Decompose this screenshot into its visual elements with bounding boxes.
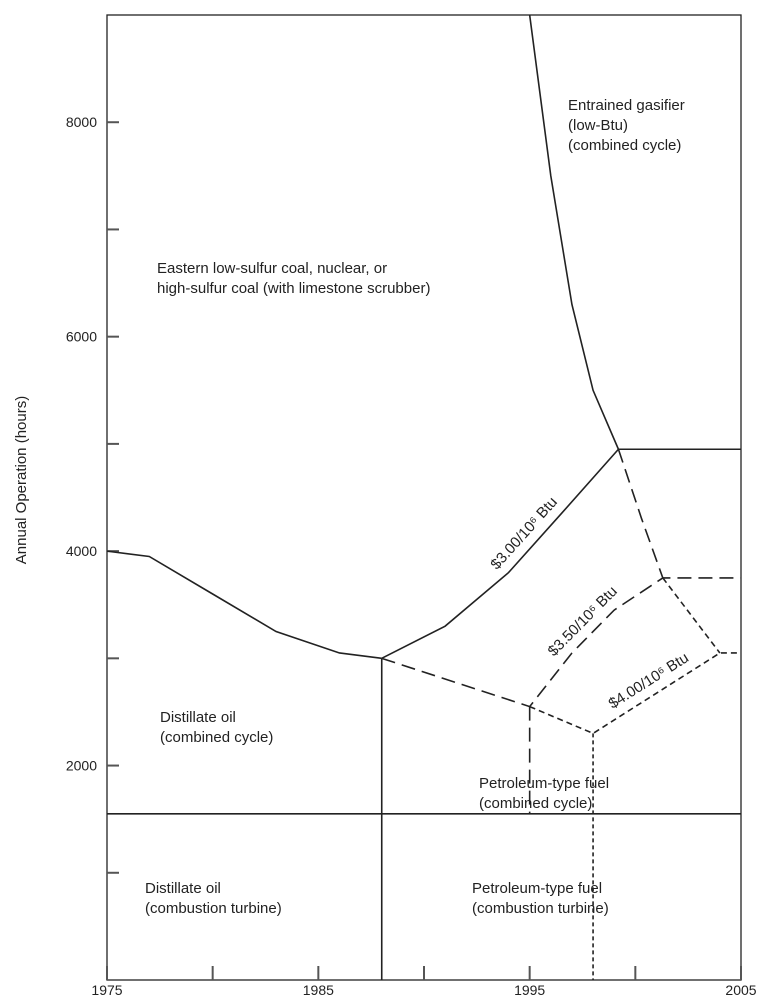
x-tick-label: 1985 [303,982,334,998]
curve-label: $3.00/10⁶ Btu [487,494,561,573]
region-label: Distillate oil [145,880,221,897]
boundary-line [381,577,741,708]
y-tick-label: 2000 [66,758,97,774]
region-label: (combustion turbine) [145,900,282,917]
y-axis-label: Annual Operation (hours) [13,396,30,564]
region-label: (combined cycle) [160,729,273,746]
boundary-line [662,577,721,654]
region-label: Distillate oil [160,709,236,726]
region-label: (combined cycle) [568,137,681,154]
region-label: Petroleum-type fuel [472,880,602,897]
curve-label: $4.00/10⁶ Btu [606,649,692,712]
curve-label: $3.50/10⁶ Btu [545,583,621,660]
boundary-line [381,448,620,660]
plot-frame [106,14,742,981]
boundary-line [529,652,741,735]
region-label: (combustion turbine) [472,900,609,917]
boundary-line [528,14,620,450]
region-label: (combined cycle) [479,795,592,812]
region-label: Eastern low-sulfur coal, nuclear, or [157,260,387,277]
y-tick-label: 6000 [66,329,97,345]
x-tick-label: 1975 [91,982,122,998]
region-label: (low-Btu) [568,117,628,134]
boundary-line [106,550,382,660]
x-tick-label: 1995 [514,982,545,998]
boundary-line [617,448,664,579]
region-label: high-sulfur coal (with limestone scrubbe… [157,280,430,297]
region-label: Entrained gasifier [568,97,685,114]
y-tick-label: 4000 [66,543,97,559]
x-tick-label: 2005 [725,982,756,998]
region-label: Petroleum-type fuel [479,775,609,792]
y-tick-label: 8000 [66,114,97,130]
